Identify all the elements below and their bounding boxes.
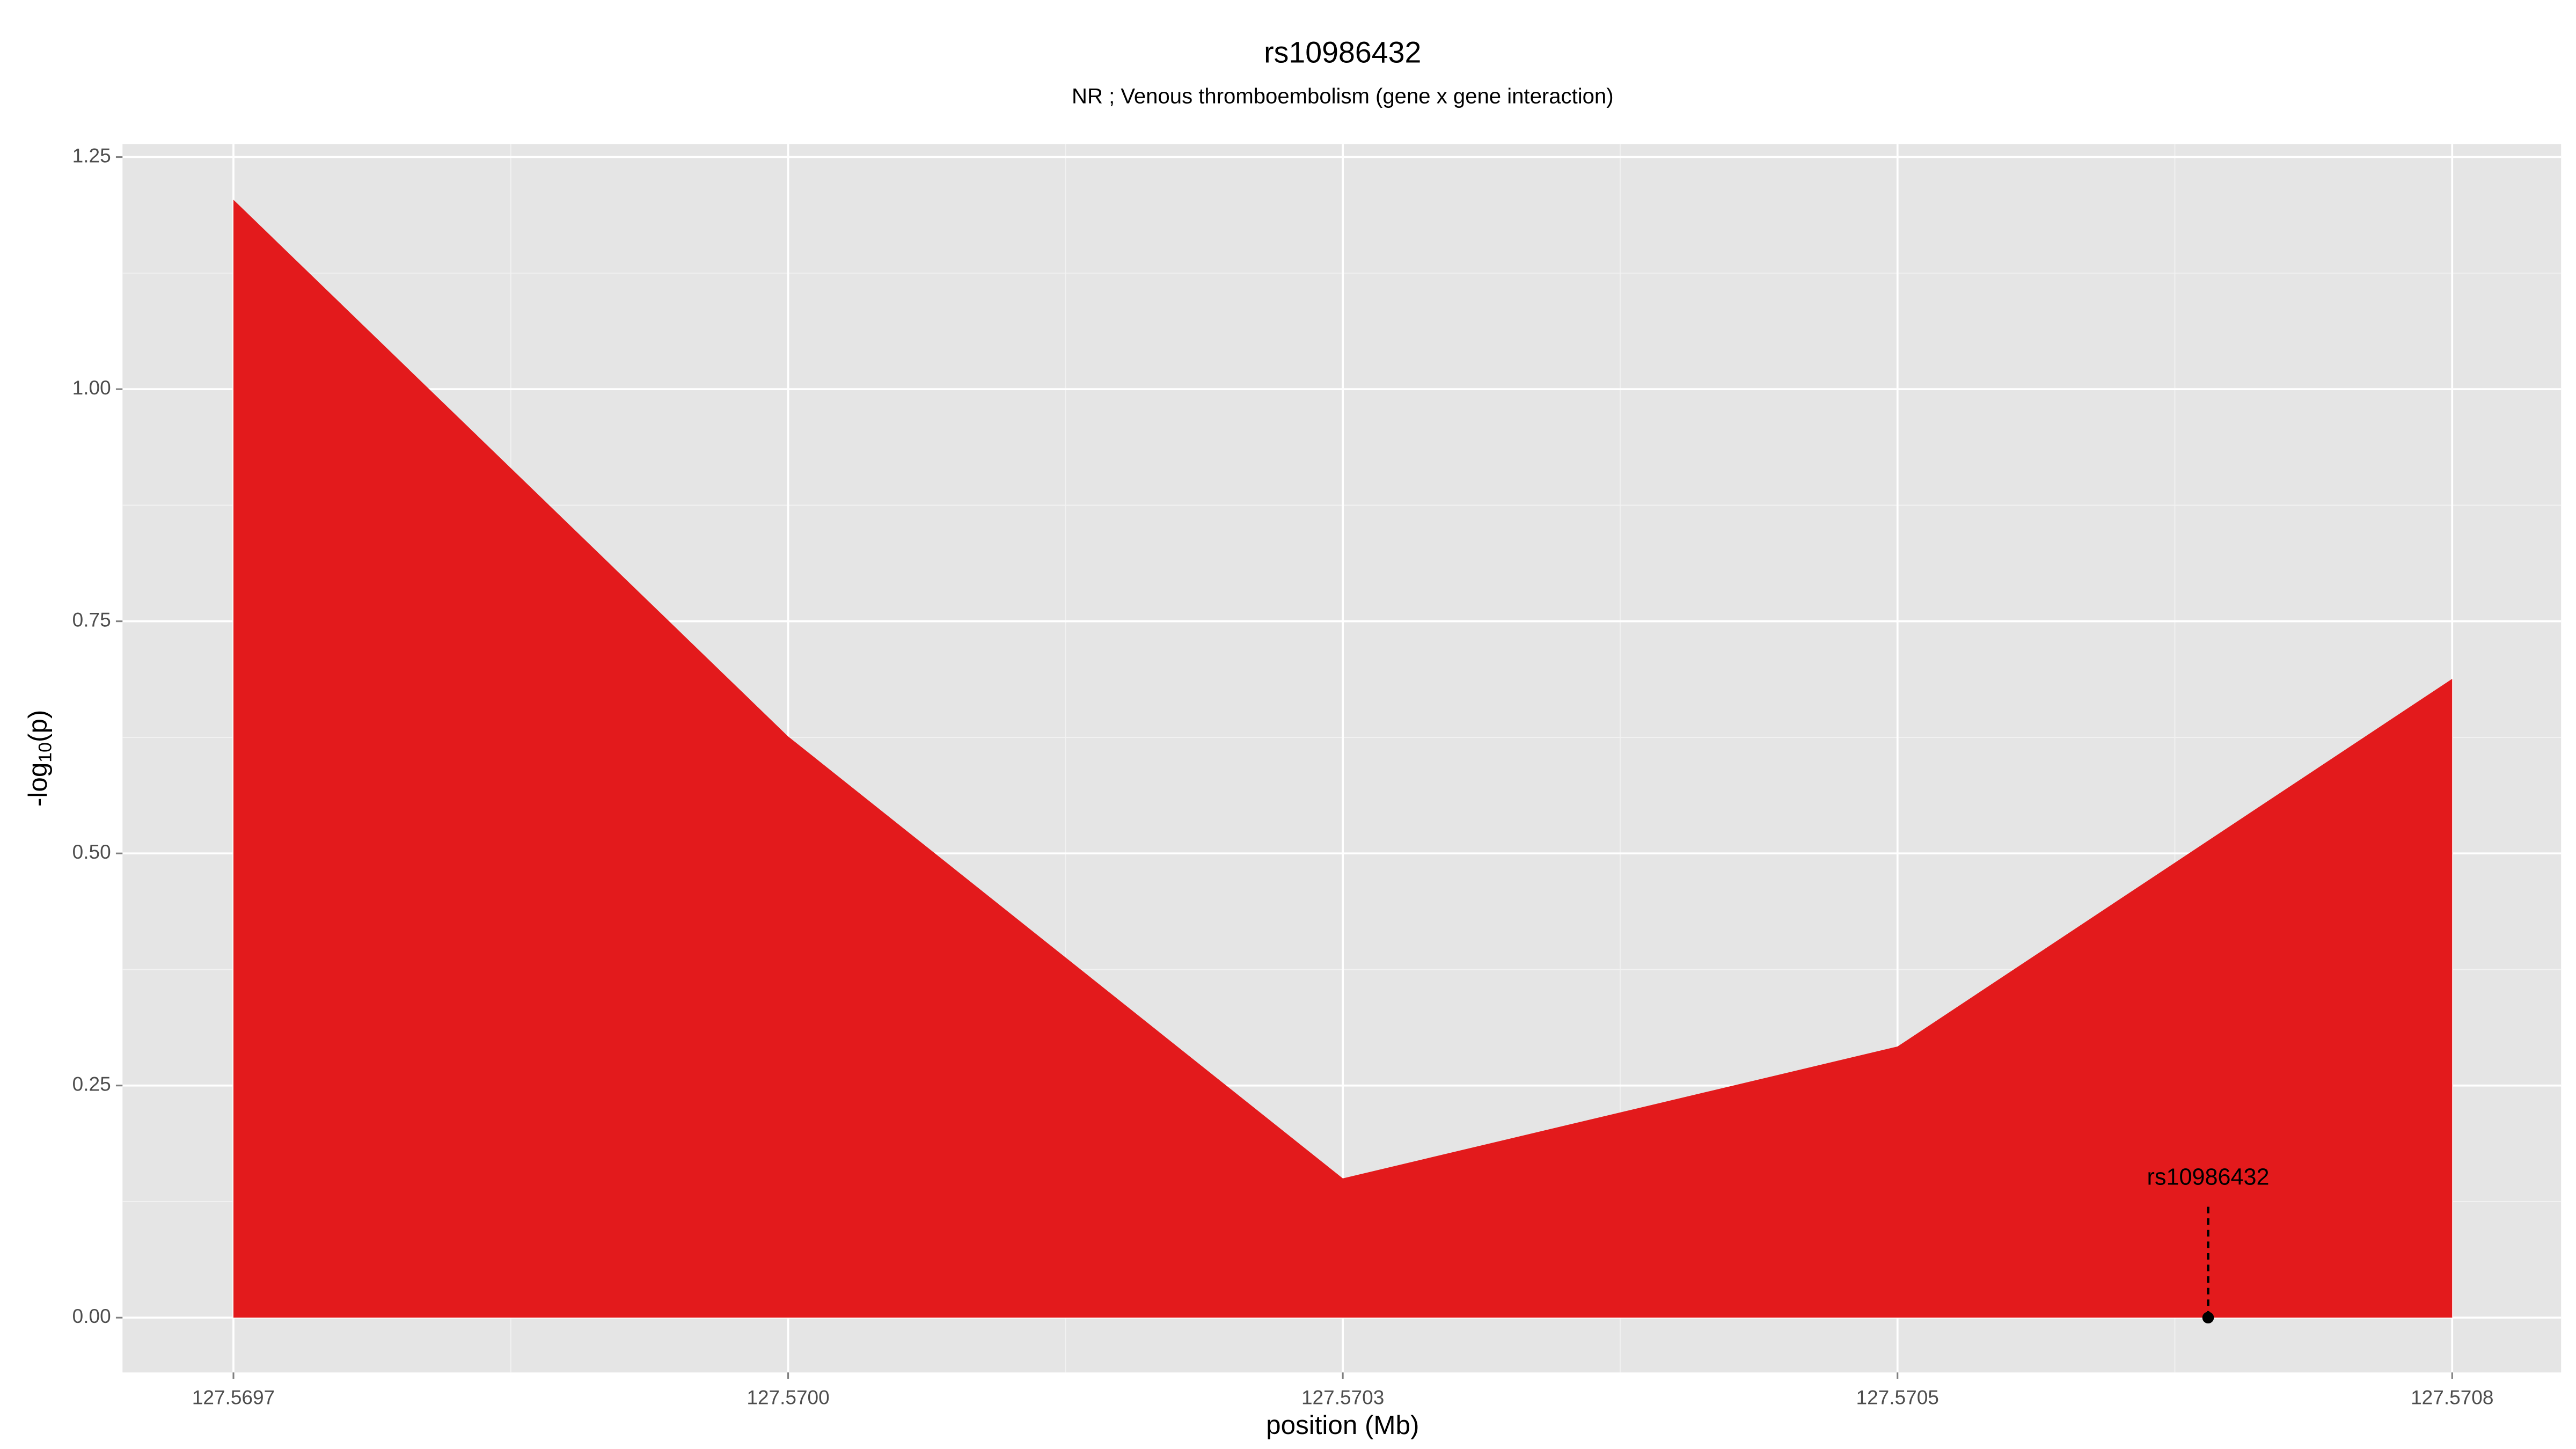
y-tick-label: 0.50	[72, 840, 111, 863]
y-tick-label: 0.25	[72, 1073, 111, 1095]
y-tick-label: 0.75	[72, 608, 111, 631]
y-label-suffix: (p)	[23, 710, 53, 742]
chart-title: rs10986432	[1264, 35, 1421, 69]
annotation-point	[2202, 1312, 2214, 1324]
y-tick-label: 0.00	[72, 1305, 111, 1327]
x-axis-label: position (Mb)	[1266, 1410, 1419, 1440]
y-tick-label: 1.25	[72, 144, 111, 166]
area	[233, 200, 2453, 1318]
chart-subtitle: NR ; Venous thromboembolism (gene x gene…	[1072, 85, 1614, 108]
x-tick-label: 127.5703	[1301, 1386, 1384, 1408]
y-tick-label: 1.00	[72, 376, 111, 399]
y-axis-label: -log10(p)	[23, 710, 55, 807]
x-tick-label: 127.5705	[1856, 1386, 1939, 1408]
y-label-sub: 10	[35, 742, 55, 763]
x-tick-label: 127.5708	[2411, 1386, 2493, 1408]
x-tick-label: 127.5700	[747, 1386, 829, 1408]
annotation-label: rs10986432	[2147, 1165, 2269, 1190]
x-tick-label: 127.5697	[192, 1386, 275, 1408]
y-label-prefix: -log	[23, 763, 53, 807]
